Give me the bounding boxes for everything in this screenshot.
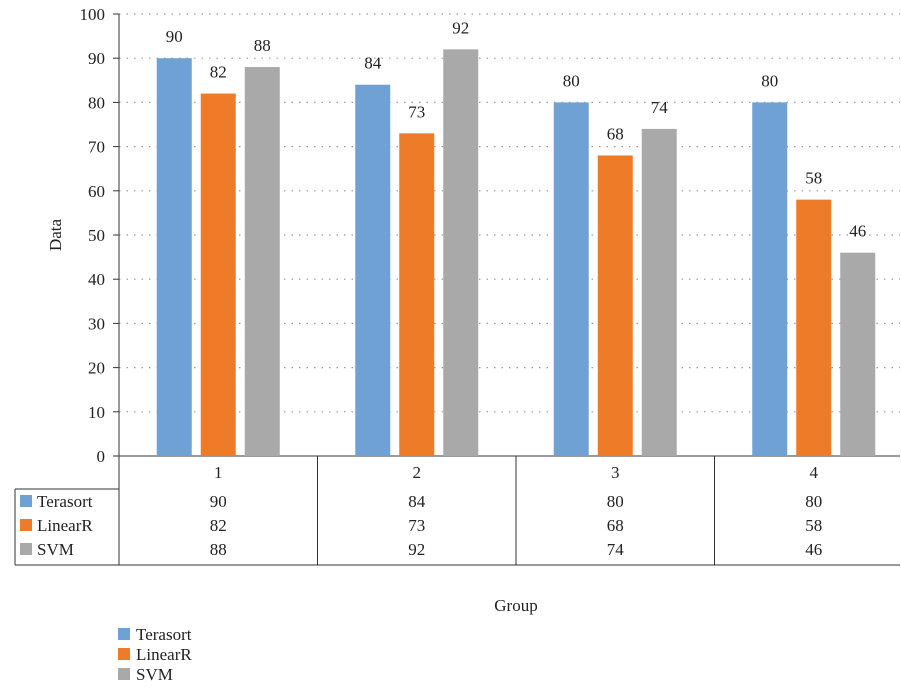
legend-swatch-linearr	[118, 648, 130, 660]
bar-linearr-1	[200, 93, 236, 456]
y-tick-label-20: 20	[88, 359, 105, 378]
data-label-svm-2: 92	[452, 18, 469, 37]
legend-label-terasort: Terasort	[136, 625, 192, 644]
legend-swatch-svm	[118, 668, 130, 680]
table-key-linearr	[20, 519, 32, 531]
y-tick-label-100: 100	[80, 5, 106, 24]
data-label-terasort-4: 80	[761, 71, 778, 90]
bar-linearr-3	[597, 155, 633, 456]
table-cell-svm-1: 88	[210, 540, 227, 559]
table-key-terasort	[20, 495, 32, 507]
data-label-terasort-2: 84	[364, 54, 382, 73]
table-cell-svm-3: 74	[607, 540, 625, 559]
table-cell-svm-2: 92	[408, 540, 425, 559]
bar-terasort-1	[156, 58, 192, 456]
data-label-terasort-3: 80	[563, 71, 580, 90]
y-tick-label-70: 70	[88, 138, 105, 157]
legend-label-svm: SVM	[136, 665, 173, 684]
bar-svm-2	[443, 49, 479, 457]
y-tick-label-30: 30	[88, 314, 105, 333]
data-label-svm-1: 88	[254, 36, 271, 55]
bar-linearr-2	[399, 133, 435, 456]
bars	[156, 49, 876, 457]
table-cell-linearr-4: 58	[805, 516, 822, 535]
x-tick-label-1: 1	[214, 463, 223, 482]
table-cell-svm-4: 46	[805, 540, 822, 559]
data-label-linearr-2: 73	[408, 102, 425, 121]
table-key-svm	[20, 543, 32, 555]
legend-label-linearr: LinearR	[136, 645, 192, 664]
data-label-svm-3: 74	[651, 98, 669, 117]
data-table: 1 2 3 4 Terasort 90 84 80 80 LinearR 82 73 68 58 SVM 88…	[14, 456, 900, 566]
x-tick-label-4: 4	[810, 463, 819, 482]
table-cell-terasort-4: 80	[805, 492, 822, 511]
y-tick-label-90: 90	[88, 49, 105, 68]
x-tick-label-2: 2	[413, 463, 422, 482]
y-tick-label-60: 60	[88, 182, 105, 201]
y-tick-label-50: 50	[88, 226, 105, 245]
y-tick-label-10: 10	[88, 403, 105, 422]
y-tick-label-0: 0	[97, 447, 106, 466]
table-cell-linearr-3: 68	[607, 516, 624, 535]
bar-linearr-4	[796, 199, 832, 456]
table-series-label-svm: SVM	[37, 540, 74, 559]
table-series-label-linearr: LinearR	[37, 516, 93, 535]
y-axis-title: Data	[46, 219, 65, 252]
bar-terasort-3	[553, 102, 589, 457]
table-series-label-terasort: Terasort	[37, 492, 93, 511]
y-tick-label-40: 40	[88, 270, 105, 289]
bar-terasort-2	[355, 84, 391, 456]
bar-svm-1	[244, 67, 280, 456]
legend-swatch-terasort	[118, 628, 130, 640]
y-tick-label-80: 80	[88, 93, 105, 112]
x-tick-label-3: 3	[611, 463, 620, 482]
table-cell-terasort-1: 90	[210, 492, 227, 511]
table-cell-linearr-2: 73	[408, 516, 425, 535]
grid-lines	[119, 13, 900, 413]
bar-svm-3	[641, 128, 677, 457]
data-label-svm-4: 46	[849, 222, 866, 241]
table-cell-terasort-2: 84	[408, 492, 426, 511]
data-label-linearr-1: 82	[210, 63, 227, 82]
bar-terasort-4	[752, 102, 788, 457]
bar-svm-4	[840, 252, 876, 456]
table-cell-terasort-3: 80	[607, 492, 624, 511]
data-labels: 90 82 88 84 73 92 80 68 74 80 58 46	[166, 18, 867, 240]
table-cell-linearr-1: 82	[210, 516, 227, 535]
x-axis-title: Group	[494, 596, 537, 615]
data-label-linearr-3: 68	[607, 124, 624, 143]
data-label-terasort-1: 90	[166, 27, 183, 46]
data-label-linearr-4: 58	[805, 169, 822, 188]
axes: 0 10 20 30 40 50 60 70 80 90 100	[80, 5, 900, 466]
